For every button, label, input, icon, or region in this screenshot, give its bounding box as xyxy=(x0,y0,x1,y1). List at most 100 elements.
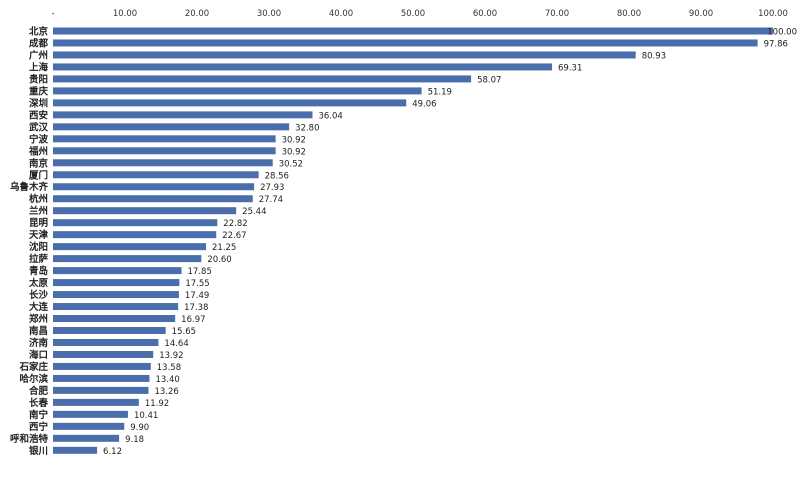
value-label: 30.52 xyxy=(279,159,303,169)
x-tick-label: 30.00 xyxy=(257,9,281,19)
bar xyxy=(53,374,150,382)
value-label: 17.85 xyxy=(188,267,212,277)
category-label: 大连 xyxy=(29,301,49,313)
x-tick-label: 90.00 xyxy=(689,9,713,19)
value-label: 51.19 xyxy=(428,87,452,97)
value-label: 80.93 xyxy=(642,51,666,61)
value-label: 97.86 xyxy=(764,39,788,49)
value-label: 25.44 xyxy=(242,207,266,217)
value-label: 36.04 xyxy=(318,111,342,121)
category-label: 银川 xyxy=(29,445,48,457)
value-label: 15.65 xyxy=(172,327,196,337)
value-label: 13.40 xyxy=(155,375,179,385)
bar xyxy=(53,315,176,323)
x-tick-label: 60.00 xyxy=(473,9,497,19)
bar xyxy=(53,279,180,287)
bar xyxy=(53,99,407,107)
x-axis-ticks: - 10.00 20.00 30.00 40.00 50.00 60.00 70.00 80.0… xyxy=(51,9,787,19)
x-tick-label: 80.00 xyxy=(617,9,641,19)
category-label: 成都 xyxy=(29,37,49,49)
value-label: 22.67 xyxy=(222,231,246,241)
category-labels: 北京成都广州上海贵阳重庆深圳西安武汉宁波福州南京厦门乌鲁木齐杭州兰州昆明天津沈阳… xyxy=(10,26,49,457)
category-label: 长沙 xyxy=(29,289,49,301)
category-label: 济南 xyxy=(29,337,49,349)
x-tick-label: 10.00 xyxy=(113,9,137,19)
category-label: 乌鲁木齐 xyxy=(10,181,49,193)
category-label: 武汉 xyxy=(29,121,49,133)
bar xyxy=(53,75,472,83)
bar xyxy=(53,171,259,179)
bar xyxy=(53,386,149,394)
category-label: 西安 xyxy=(29,109,49,121)
bar xyxy=(53,147,276,155)
value-label: 27.93 xyxy=(260,183,284,193)
value-label: 22.82 xyxy=(223,219,247,229)
bar xyxy=(53,243,206,251)
value-label: 17.38 xyxy=(184,303,208,313)
value-label: 17.55 xyxy=(185,279,209,289)
bar xyxy=(53,422,125,430)
value-label: 16.97 xyxy=(181,315,205,325)
category-label: 南京 xyxy=(29,157,49,169)
category-label: 郑州 xyxy=(29,313,48,325)
bar xyxy=(53,87,422,95)
bar xyxy=(53,183,255,191)
category-label: 贵阳 xyxy=(29,73,48,85)
value-label: 14.64 xyxy=(164,339,188,349)
value-label: 32.80 xyxy=(295,123,319,133)
category-label: 沈阳 xyxy=(29,241,48,253)
bar xyxy=(53,135,276,143)
category-label: 厦门 xyxy=(29,169,48,181)
bar xyxy=(53,219,218,227)
category-label: 石家庄 xyxy=(18,361,48,373)
value-label: 17.49 xyxy=(185,291,209,301)
value-label: 49.06 xyxy=(412,99,436,109)
category-label: 兰州 xyxy=(29,205,48,217)
value-label: 30.92 xyxy=(282,147,306,157)
category-label: 深圳 xyxy=(29,97,48,109)
bar xyxy=(53,338,159,346)
bar xyxy=(53,350,154,358)
category-label: 天津 xyxy=(29,229,49,241)
category-label: 南昌 xyxy=(29,325,48,337)
category-label: 哈尔滨 xyxy=(19,373,48,385)
bar xyxy=(53,159,273,167)
category-label: 福州 xyxy=(28,145,48,157)
value-label: 9.18 xyxy=(125,435,144,445)
bar-series xyxy=(53,27,773,454)
bar xyxy=(53,327,166,334)
bar xyxy=(53,39,758,47)
category-label: 广州 xyxy=(29,49,48,61)
x-tick-label: 20.00 xyxy=(185,9,209,19)
category-label: 拉萨 xyxy=(29,253,49,265)
bar xyxy=(53,362,151,370)
bar xyxy=(53,434,120,442)
bar xyxy=(53,123,290,131)
category-label: 重庆 xyxy=(29,85,49,97)
value-label: 69.31 xyxy=(558,63,582,73)
x-tick-label: - xyxy=(51,9,54,19)
value-label: 20.60 xyxy=(207,255,231,265)
value-label: 100.00 xyxy=(767,28,797,38)
value-label: 13.58 xyxy=(157,363,181,373)
value-label: 9.90 xyxy=(130,423,149,433)
value-label: 28.56 xyxy=(265,171,289,181)
value-label: 58.07 xyxy=(477,75,501,85)
category-label: 北京 xyxy=(29,26,49,38)
bar xyxy=(53,303,179,311)
category-label: 昆明 xyxy=(29,218,49,229)
value-label: 27.74 xyxy=(259,195,283,205)
value-label: 13.26 xyxy=(154,387,178,397)
value-label: 13.92 xyxy=(159,351,183,361)
category-label: 青岛 xyxy=(29,265,48,277)
category-label: 呼和浩特 xyxy=(10,433,49,445)
value-label: 10.41 xyxy=(134,411,158,421)
bar xyxy=(53,231,217,239)
x-tick-label: 70.00 xyxy=(545,9,569,19)
value-label: 6.12 xyxy=(103,447,122,457)
x-tick-label: 50.00 xyxy=(401,9,425,19)
x-tick-label: 100.00 xyxy=(758,9,788,19)
category-label: 海口 xyxy=(29,349,48,361)
